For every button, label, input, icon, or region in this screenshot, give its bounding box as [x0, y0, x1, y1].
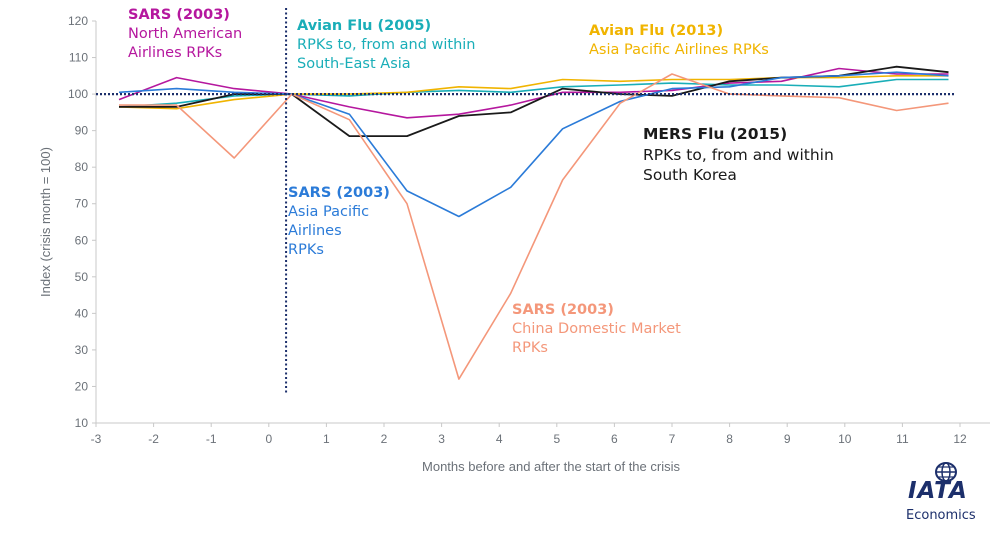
- annotation-title: MERS Flu (2015): [643, 125, 788, 143]
- y-tick-label: 70: [75, 197, 89, 211]
- x-tick-label: 10: [838, 432, 852, 446]
- x-tick-label: -1: [206, 432, 217, 446]
- y-tick-label: 10: [75, 416, 89, 430]
- x-tick-label: -2: [148, 432, 159, 446]
- y-tick-label: 40: [75, 306, 89, 320]
- y-tick-label: 60: [75, 233, 89, 247]
- y-tick-label: 50: [75, 270, 89, 284]
- annotation-title: SARS (2003): [128, 7, 230, 23]
- annotation-title: SARS (2003): [512, 302, 614, 318]
- y-tick-label: 120: [68, 14, 88, 28]
- series-line: [119, 73, 949, 380]
- x-tick-label: 8: [726, 432, 733, 446]
- annotation-avian-flu-2013: Avian Flu (2013) Asia Pacific Airlines R…: [589, 22, 769, 60]
- logo-wordmark: IATA: [908, 478, 968, 504]
- iata-logo: IATA Economics: [900, 460, 995, 530]
- series-line: [118, 71, 949, 218]
- globe-icon: [935, 462, 957, 482]
- x-tick-label: 12: [953, 432, 967, 446]
- y-tick-label: 100: [68, 87, 88, 101]
- annotation-subtitle: RPKs to, from and within South Korea: [643, 145, 834, 185]
- x-axis-label: Months before and after the start of the…: [422, 459, 680, 474]
- logo-caption: Economics: [906, 508, 976, 523]
- y-tick-label: 20: [75, 379, 89, 393]
- annotation-subtitle: Asia Pacific Airlines RPKs: [589, 42, 769, 58]
- annotation-subtitle: Asia Pacific Airlines RPKs: [288, 204, 370, 258]
- x-tick-label: 5: [553, 432, 560, 446]
- y-tick-label: 110: [69, 51, 88, 65]
- x-tick-label: 9: [784, 432, 791, 446]
- series-line: [118, 67, 949, 119]
- x-tick-label: 1: [323, 432, 330, 446]
- annotation-subtitle: RPKs to, from and within South-East Asia: [297, 37, 476, 72]
- annotation-title: Avian Flu (2005): [297, 18, 432, 34]
- annotation-sars-china-domestic: SARS (2003) China Domestic Market RPKs: [512, 301, 681, 358]
- x-tick-label: 11: [896, 432, 909, 446]
- x-tick-label: 6: [611, 432, 618, 446]
- annotation-sars-asia-pacific: SARS (2003) Asia Pacific Airlines RPKs: [288, 184, 390, 260]
- x-tick-label: 4: [496, 432, 503, 446]
- annotation-mers-flu-2015: MERS Flu (2015) RPKs to, from and within…: [643, 124, 834, 186]
- annotation-avian-flu-2005: Avian Flu (2005) RPKs to, from and withi…: [297, 17, 476, 74]
- series-lines: [96, 8, 956, 394]
- annotation-title: Avian Flu (2013): [589, 23, 724, 39]
- annotation-title: SARS (2003): [288, 185, 390, 201]
- x-tick-label: 0: [265, 432, 272, 446]
- annotation-sars-north-america: SARS (2003) North American Airlines RPKs: [128, 6, 242, 63]
- annotation-subtitle: China Domestic Market RPKs: [512, 321, 681, 356]
- y-tick-label: 80: [75, 160, 89, 174]
- y-tick-label: 90: [75, 124, 89, 138]
- y-tick-label: 30: [75, 343, 89, 357]
- x-tick-label: -3: [91, 432, 102, 446]
- y-axis-label: Index (crisis month = 100): [38, 147, 53, 297]
- annotation-subtitle: North American Airlines RPKs: [128, 26, 243, 61]
- x-tick-label: 7: [669, 432, 676, 446]
- x-tick-label: 3: [438, 432, 445, 446]
- x-tick-label: 2: [381, 432, 388, 446]
